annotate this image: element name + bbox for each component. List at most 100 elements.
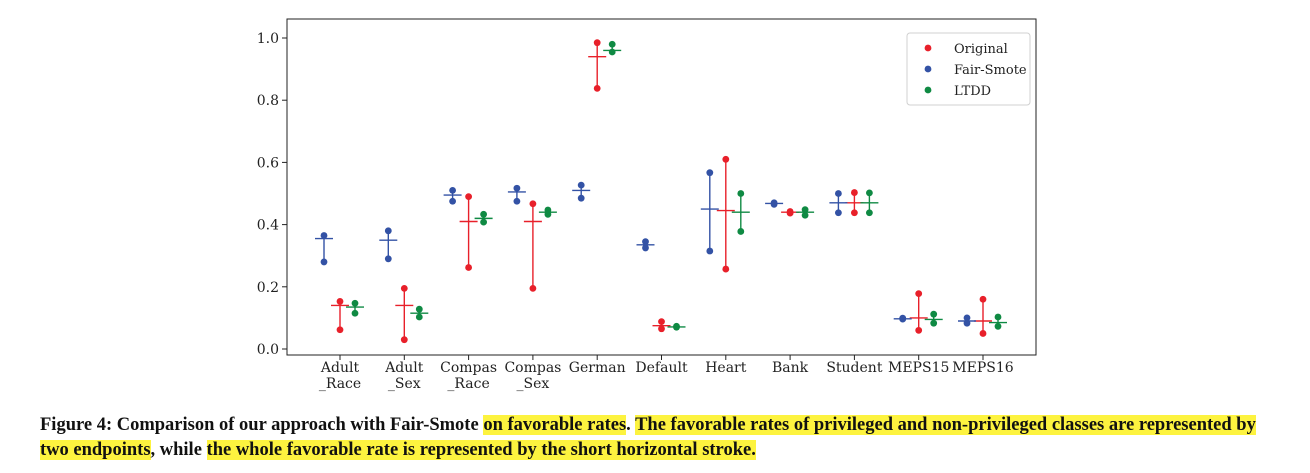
high-endpoint xyxy=(480,210,487,218)
high-endpoint xyxy=(673,322,680,330)
low-endpoint xyxy=(480,218,487,226)
legend-label: Original xyxy=(954,42,1008,57)
series-original xyxy=(331,39,992,344)
high-endpoint xyxy=(994,313,1002,321)
figure-caption: Figure 4: Comparison of our approach wit… xyxy=(40,413,1280,463)
low-endpoint xyxy=(835,209,842,217)
low-endpoint xyxy=(320,258,328,266)
x-tick-label: German xyxy=(569,360,626,376)
high-endpoint xyxy=(706,169,714,177)
x-tick-label: Bank xyxy=(772,360,809,376)
high-endpoint xyxy=(930,310,938,318)
low-endpoint xyxy=(400,336,408,344)
low-endpoint xyxy=(384,255,392,263)
low-endpoint xyxy=(351,309,359,317)
x-tick-label: Compas xyxy=(440,360,497,376)
high-endpoint xyxy=(449,186,456,194)
high-endpoint xyxy=(899,314,907,322)
caption-prefix: Figure 4: Comparison of our approach wit… xyxy=(40,415,484,435)
legend-marker xyxy=(924,44,932,52)
y-tick-label: 1.0 xyxy=(257,31,279,47)
high-endpoint xyxy=(400,284,408,292)
low-endpoint xyxy=(465,264,472,271)
x-tick-label: _Sex xyxy=(517,376,550,392)
y-tick-label: 0.0 xyxy=(257,342,279,358)
low-endpoint xyxy=(994,322,1002,330)
high-endpoint xyxy=(336,298,344,305)
low-endpoint xyxy=(737,228,745,235)
y-tick-label: 0.2 xyxy=(257,280,279,296)
x-tick-label: Student xyxy=(826,360,882,376)
high-endpoint xyxy=(593,39,601,47)
high-endpoint xyxy=(608,40,616,48)
x-axis: Adult_RaceAdult_SexCompas_RaceCompas_Sex… xyxy=(319,355,1014,392)
high-endpoint xyxy=(801,206,809,214)
high-endpoint xyxy=(320,232,328,239)
high-endpoint xyxy=(770,199,778,207)
legend-label: LTDD xyxy=(954,84,991,99)
low-endpoint xyxy=(979,330,987,337)
legend-marker xyxy=(924,86,932,94)
high-endpoint xyxy=(722,155,730,163)
caption-highlight-1: on favorable rates xyxy=(483,415,627,435)
low-endpoint xyxy=(930,319,938,327)
high-endpoint xyxy=(513,184,521,192)
low-endpoint xyxy=(866,209,873,217)
high-endpoint xyxy=(577,181,585,189)
x-tick-label: Default xyxy=(635,360,688,376)
high-endpoint xyxy=(915,290,923,298)
caption-sep-2: , while xyxy=(150,440,207,460)
chart-area: 0.0 0.2 0.4 0.6 0.8 1.0 Adult _Race Adult _Sex Co… xyxy=(257,18,1037,392)
x-tick-label: Heart xyxy=(705,360,747,376)
high-endpoint xyxy=(544,206,552,214)
low-endpoint xyxy=(642,244,649,252)
low-endpoint xyxy=(415,313,423,321)
favorable-rates-chart: 0.00.20.40.60.81.0 Adult_RaceAdult_SexCo… xyxy=(257,18,1037,392)
series-fair-smote xyxy=(315,169,976,327)
low-endpoint xyxy=(336,326,344,334)
low-endpoint xyxy=(963,319,971,327)
high-endpoint xyxy=(979,295,987,303)
low-endpoint xyxy=(851,209,858,217)
x-tick-label: Adult xyxy=(384,360,424,376)
y-tick-label: 0.6 xyxy=(257,155,279,171)
high-endpoint xyxy=(384,227,392,235)
x-tick-label: _Sex xyxy=(388,376,421,392)
x-tick-label: Adult xyxy=(320,360,360,376)
y-axis: 0.0 0.2 0.4 0.6 0.8 1.0 xyxy=(257,31,287,358)
low-endpoint xyxy=(593,84,601,92)
low-endpoint xyxy=(722,265,730,273)
high-endpoint xyxy=(658,318,665,326)
x-tick-label: Compas xyxy=(504,360,561,376)
high-endpoint xyxy=(866,189,873,197)
high-endpoint xyxy=(851,189,858,196)
low-endpoint xyxy=(915,326,923,334)
high-endpoint xyxy=(835,190,842,197)
series-ltdd xyxy=(346,40,1007,331)
low-endpoint xyxy=(608,48,616,56)
high-endpoint xyxy=(642,238,649,246)
high-endpoint xyxy=(737,190,745,197)
low-endpoint xyxy=(513,197,521,205)
low-endpoint xyxy=(577,194,585,202)
low-endpoint xyxy=(529,284,537,292)
low-endpoint xyxy=(449,197,456,205)
caption-sep-1: . xyxy=(626,415,636,435)
high-endpoint xyxy=(351,299,359,307)
data-marks xyxy=(315,39,1007,344)
legend-box xyxy=(906,32,1031,106)
high-endpoint xyxy=(529,200,537,208)
y-tick-label: 0.8 xyxy=(257,93,279,109)
low-endpoint xyxy=(801,211,809,219)
y-tick-label: 0.4 xyxy=(257,218,279,234)
legend-marker xyxy=(924,65,932,73)
x-tick-label: MEPS16 xyxy=(952,360,1013,376)
x-tick-label: _Race xyxy=(319,376,361,392)
x-tick-label: MEPS15 xyxy=(888,360,949,376)
caption-highlight-3: the whole favorable rate is represented … xyxy=(206,440,756,460)
legend: Original Fair-Smote LTDD xyxy=(906,32,1031,106)
high-endpoint xyxy=(415,305,423,313)
high-endpoint xyxy=(786,208,794,215)
x-tick-label: _Race xyxy=(447,376,489,392)
low-endpoint xyxy=(706,247,714,255)
